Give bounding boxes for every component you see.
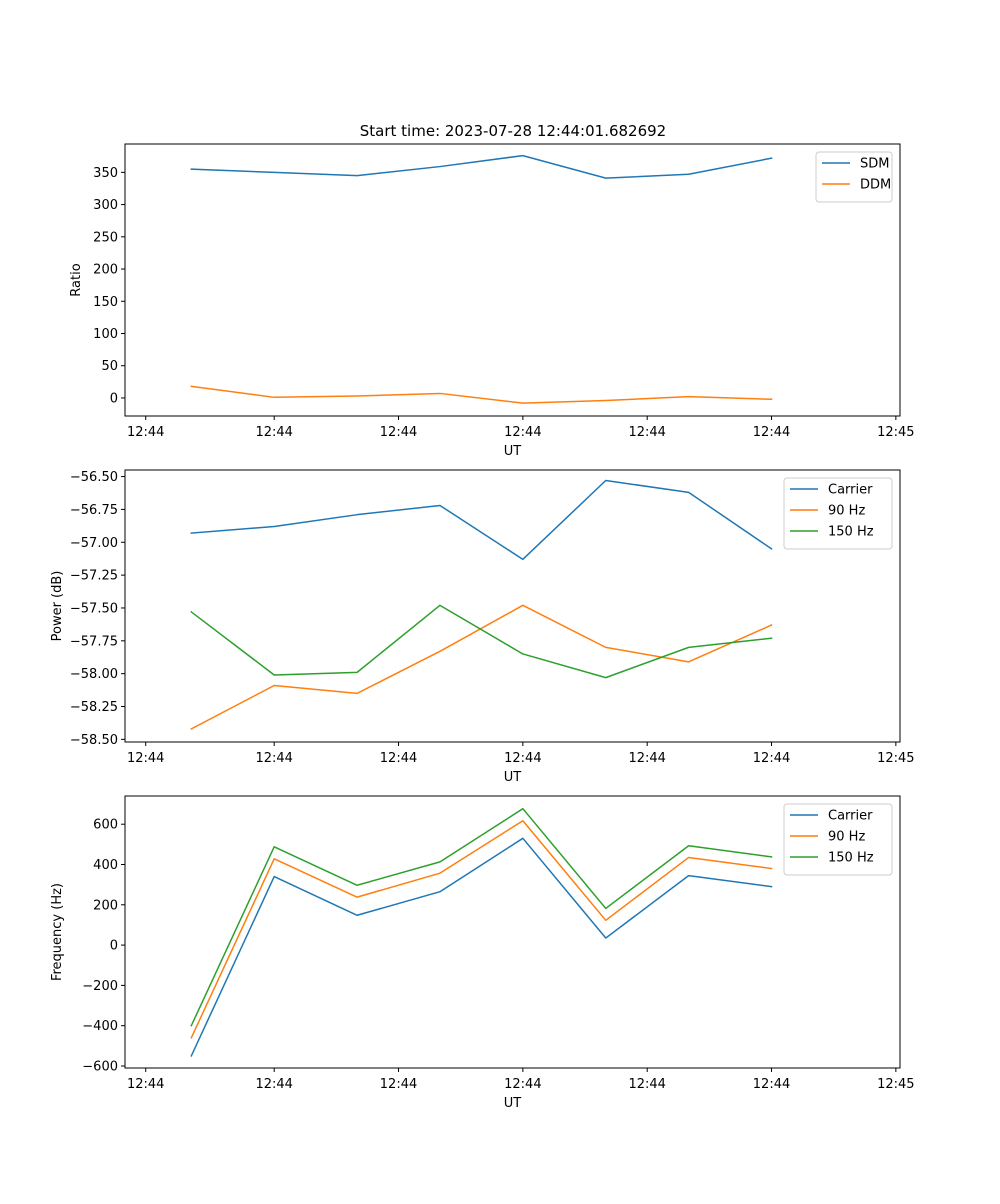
y-tick-label: −58.00 <box>70 667 118 682</box>
legend-label-sdm: SDM <box>860 157 889 172</box>
y-tick-label: 0 <box>110 939 118 954</box>
legend: SDM DDM <box>815 151 893 203</box>
x-tick-label: 12:44 <box>380 1077 417 1092</box>
series-line-carrier <box>190 479 773 561</box>
x-tick-label: 12:44 <box>255 751 292 766</box>
y-tick-label: 200 <box>93 898 118 913</box>
y-tick-label: −56.75 <box>70 503 118 518</box>
series-line-90-hz <box>190 604 773 730</box>
series-line-carrier <box>190 837 773 1057</box>
plot-frame <box>124 143 901 417</box>
y-tick-label: −58.50 <box>70 733 118 748</box>
x-tick-label: 12:44 <box>380 751 417 766</box>
chart-panel-3: −600 −400 −200 0 200 400 600 12:44 12:44 12:44 12:… <box>50 795 915 1111</box>
y-axis-label: Power (dB) <box>50 571 65 642</box>
y-tick-label: −57.50 <box>70 601 118 616</box>
legend-label-150-hz: 150 Hz <box>828 851 874 866</box>
legend-label-150-hz: 150 Hz <box>828 525 874 540</box>
chart-panel-1: 0 50 100 150 200 250 300 350 12:44 12:44 12:44 12:4… <box>69 143 915 459</box>
y-tick-label: −200 <box>82 979 118 994</box>
series-line-90-hz <box>190 820 773 1039</box>
x-tick-label: 12:45 <box>877 1077 914 1092</box>
x-tick-label: 12:44 <box>127 1077 164 1092</box>
y-tick-label: −400 <box>82 1019 118 1034</box>
y-axis-label: Frequency (Hz) <box>50 883 65 981</box>
legend-label-90-hz: 90 Hz <box>828 830 865 845</box>
x-tick-label: 12:44 <box>380 425 417 440</box>
y-tick-label: 100 <box>93 327 118 342</box>
y-tick-label: −57.00 <box>70 536 118 551</box>
y-axis-label: Ratio <box>69 263 84 296</box>
x-tick-label: 12:44 <box>628 751 665 766</box>
legend-label-90-hz: 90 Hz <box>828 504 865 519</box>
series-line-sdm <box>190 154 773 179</box>
x-tick-label: 12:45 <box>877 425 914 440</box>
x-tick-label: 12:44 <box>628 1077 665 1092</box>
x-tick-label: 12:44 <box>255 425 292 440</box>
series-line-ddm <box>190 385 773 404</box>
legend-label-carrier: Carrier <box>828 483 873 498</box>
plot-frame <box>124 469 901 743</box>
x-tick-label: 12:44 <box>127 751 164 766</box>
series-line-150-hz <box>190 807 773 1027</box>
y-tick-label: 150 <box>93 295 118 310</box>
y-tick-label: 600 <box>93 818 118 833</box>
plot-frame <box>124 795 901 1069</box>
figure-title: Start time: 2023-07-28 12:44:01.682692 <box>360 122 666 140</box>
legend: Carrier 90 Hz 150 Hz <box>783 477 893 550</box>
y-tick-label: 50 <box>101 359 118 374</box>
x-tick-label: 12:45 <box>877 751 914 766</box>
x-tick-label: 12:44 <box>753 425 790 440</box>
y-tick-label: −56.50 <box>70 470 118 485</box>
chart-panel-2: −58.50 −58.25 −58.00 −57.75 −57.50 −57.25 −57.… <box>50 469 915 785</box>
legend: Carrier 90 Hz 150 Hz <box>783 803 893 876</box>
x-tick-label: 12:44 <box>255 1077 292 1092</box>
y-tick-label: −57.25 <box>70 569 118 584</box>
legend-label-carrier: Carrier <box>828 809 873 824</box>
y-tick-label: 0 <box>110 391 118 406</box>
y-tick-label: −58.25 <box>70 700 118 715</box>
x-axis-label: UT <box>504 444 522 459</box>
x-tick-label: 12:44 <box>753 751 790 766</box>
x-tick-label: 12:44 <box>753 1077 790 1092</box>
x-tick-label: 12:44 <box>127 425 164 440</box>
legend-label-ddm: DDM <box>860 178 891 193</box>
y-tick-label: 200 <box>93 263 118 278</box>
y-tick-label: 250 <box>93 230 118 245</box>
y-tick-label: −600 <box>82 1059 118 1074</box>
y-tick-label: 400 <box>93 858 118 873</box>
x-tick-label: 12:44 <box>504 751 541 766</box>
y-tick-label: −57.75 <box>70 634 118 649</box>
x-axis-label: UT <box>504 1096 522 1111</box>
y-tick-label: 350 <box>93 166 118 181</box>
y-tick-label: 300 <box>93 198 118 213</box>
x-tick-label: 12:44 <box>504 425 541 440</box>
x-tick-label: 12:44 <box>628 425 665 440</box>
series-line-150-hz <box>190 604 773 679</box>
x-tick-label: 12:44 <box>504 1077 541 1092</box>
legend-box <box>815 151 893 203</box>
x-axis-label: UT <box>504 770 522 785</box>
